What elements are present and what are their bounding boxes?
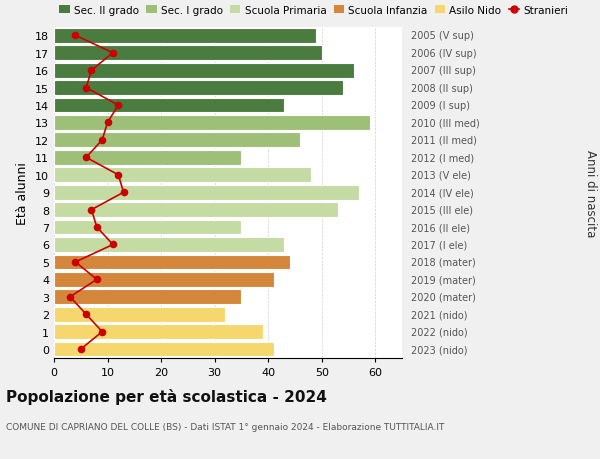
Point xyxy=(71,33,80,40)
Bar xyxy=(54,133,300,148)
Bar xyxy=(54,342,274,357)
Point xyxy=(71,259,80,266)
Text: 2015 (III ele): 2015 (III ele) xyxy=(411,205,473,215)
Bar xyxy=(54,325,263,339)
Text: 2023 (nido): 2023 (nido) xyxy=(411,344,467,354)
Bar xyxy=(54,203,338,218)
Point xyxy=(108,241,118,249)
Point xyxy=(82,311,91,318)
Bar xyxy=(54,272,274,287)
Text: 2014 (IV ele): 2014 (IV ele) xyxy=(411,188,474,198)
Bar xyxy=(54,98,284,113)
Point xyxy=(92,224,101,231)
Text: COMUNE DI CAPRIANO DEL COLLE (BS) - Dati ISTAT 1° gennaio 2024 - Elaborazione TU: COMUNE DI CAPRIANO DEL COLLE (BS) - Dati… xyxy=(6,422,445,431)
Point xyxy=(86,67,96,75)
Text: Anni di nascita: Anni di nascita xyxy=(584,149,597,236)
Y-axis label: Età alunni: Età alunni xyxy=(16,162,29,224)
Point xyxy=(97,137,107,144)
Text: 2008 (II sup): 2008 (II sup) xyxy=(411,84,473,94)
Text: 2022 (nido): 2022 (nido) xyxy=(411,327,467,337)
Text: 2017 (I ele): 2017 (I ele) xyxy=(411,240,467,250)
Text: 2006 (IV sup): 2006 (IV sup) xyxy=(411,49,476,59)
Text: 2013 (V ele): 2013 (V ele) xyxy=(411,170,471,180)
Bar xyxy=(54,64,354,78)
Point xyxy=(86,207,96,214)
Bar xyxy=(54,220,241,235)
Point xyxy=(103,119,112,127)
Text: 2021 (nido): 2021 (nido) xyxy=(411,309,467,319)
Text: 2011 (II med): 2011 (II med) xyxy=(411,135,477,146)
Text: 2010 (III med): 2010 (III med) xyxy=(411,118,480,128)
Point xyxy=(113,172,123,179)
Bar xyxy=(54,29,316,44)
Bar xyxy=(54,81,343,96)
Text: 2018 (mater): 2018 (mater) xyxy=(411,257,476,267)
Point xyxy=(82,154,91,162)
Point xyxy=(119,189,128,196)
Text: 2016 (II ele): 2016 (II ele) xyxy=(411,223,470,233)
Bar xyxy=(54,307,226,322)
Text: 2012 (I med): 2012 (I med) xyxy=(411,153,474,163)
Bar xyxy=(54,46,322,61)
Point xyxy=(113,102,123,110)
Text: 2005 (V sup): 2005 (V sup) xyxy=(411,31,474,41)
Bar xyxy=(54,116,370,131)
Point xyxy=(108,50,118,57)
Bar xyxy=(54,185,359,200)
Point xyxy=(92,276,101,283)
Bar xyxy=(54,238,284,252)
Text: 2020 (mater): 2020 (mater) xyxy=(411,292,476,302)
Point xyxy=(65,293,75,301)
Bar xyxy=(54,168,311,183)
Text: 2019 (mater): 2019 (mater) xyxy=(411,275,476,285)
Point xyxy=(76,346,86,353)
Bar xyxy=(54,290,241,304)
Text: 2009 (I sup): 2009 (I sup) xyxy=(411,101,470,111)
Point xyxy=(82,85,91,92)
Legend: Sec. II grado, Sec. I grado, Scuola Primaria, Scuola Infanzia, Asilo Nido, Stran: Sec. II grado, Sec. I grado, Scuola Prim… xyxy=(59,6,568,16)
Text: Popolazione per età scolastica - 2024: Popolazione per età scolastica - 2024 xyxy=(6,388,327,404)
Bar xyxy=(54,255,290,270)
Text: 2007 (III sup): 2007 (III sup) xyxy=(411,66,476,76)
Point xyxy=(97,328,107,336)
Bar xyxy=(54,151,241,165)
